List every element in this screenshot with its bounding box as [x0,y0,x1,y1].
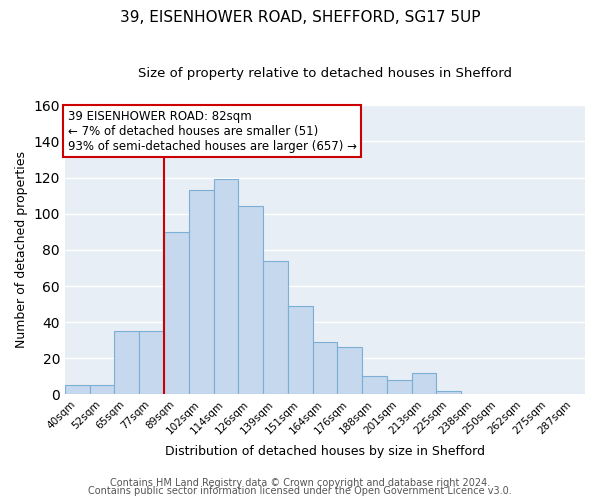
Bar [362,376,387,394]
Text: 39, EISENHOWER ROAD, SHEFFORD, SG17 5UP: 39, EISENHOWER ROAD, SHEFFORD, SG17 5UP [120,10,480,25]
Y-axis label: Number of detached properties: Number of detached properties [15,152,28,348]
Bar [436,391,461,394]
Text: Contains HM Land Registry data © Crown copyright and database right 2024.: Contains HM Land Registry data © Crown c… [110,478,490,488]
Bar [412,373,436,394]
Bar [214,180,238,394]
Bar [115,331,139,394]
Text: Contains public sector information licensed under the Open Government Licence v3: Contains public sector information licen… [88,486,512,496]
Bar [65,386,89,394]
Bar [337,348,362,395]
Bar [139,331,164,394]
Title: Size of property relative to detached houses in Shefford: Size of property relative to detached ho… [138,68,512,80]
Bar [89,386,115,394]
Bar [238,206,263,394]
Bar [263,260,288,394]
Bar [313,342,337,394]
Bar [189,190,214,394]
X-axis label: Distribution of detached houses by size in Shefford: Distribution of detached houses by size … [165,444,485,458]
Text: 39 EISENHOWER ROAD: 82sqm
← 7% of detached houses are smaller (51)
93% of semi-d: 39 EISENHOWER ROAD: 82sqm ← 7% of detach… [68,110,356,152]
Bar [387,380,412,394]
Bar [288,306,313,394]
Bar [164,232,189,394]
